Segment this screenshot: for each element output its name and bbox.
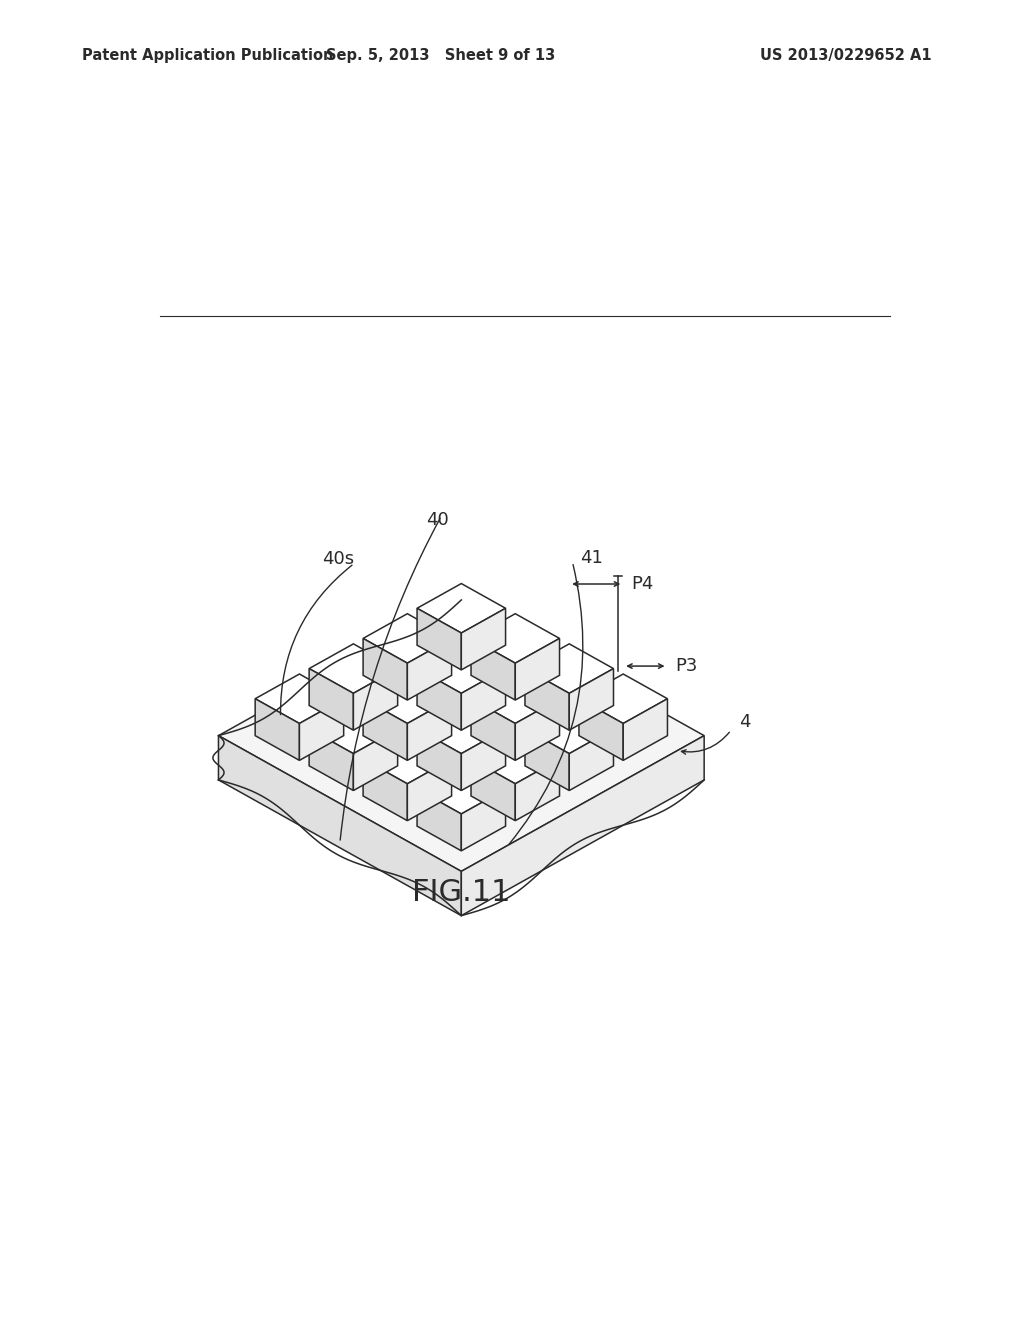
Polygon shape <box>353 669 397 730</box>
Polygon shape <box>417 789 461 851</box>
Polygon shape <box>624 698 668 760</box>
Polygon shape <box>364 759 408 821</box>
Polygon shape <box>461 789 506 851</box>
Text: P4: P4 <box>631 576 653 593</box>
Polygon shape <box>471 639 515 700</box>
Polygon shape <box>364 675 452 723</box>
Text: Sep. 5, 2013   Sheet 9 of 13: Sep. 5, 2013 Sheet 9 of 13 <box>326 48 555 63</box>
Text: Patent Application Publication: Patent Application Publication <box>82 48 334 63</box>
Polygon shape <box>364 639 408 700</box>
Polygon shape <box>417 609 461 671</box>
Polygon shape <box>461 735 705 916</box>
Polygon shape <box>408 698 452 760</box>
Polygon shape <box>471 675 559 723</box>
Polygon shape <box>525 704 613 754</box>
Polygon shape <box>309 669 353 730</box>
Polygon shape <box>364 614 452 663</box>
Polygon shape <box>417 729 461 791</box>
Polygon shape <box>353 729 397 791</box>
Polygon shape <box>218 599 705 871</box>
Polygon shape <box>417 583 506 634</box>
Polygon shape <box>461 729 506 791</box>
Polygon shape <box>408 759 452 821</box>
Polygon shape <box>461 669 506 730</box>
Polygon shape <box>515 759 559 821</box>
Polygon shape <box>471 734 559 784</box>
Text: 41: 41 <box>581 549 603 566</box>
Polygon shape <box>471 614 559 663</box>
Polygon shape <box>471 759 515 821</box>
Polygon shape <box>309 729 353 791</box>
Polygon shape <box>417 764 506 814</box>
Polygon shape <box>525 729 569 791</box>
Polygon shape <box>579 698 624 760</box>
Polygon shape <box>579 675 668 723</box>
Text: US 2013/0229652 A1: US 2013/0229652 A1 <box>760 48 932 63</box>
Polygon shape <box>471 698 515 760</box>
Text: 40s: 40s <box>323 550 354 569</box>
Polygon shape <box>515 698 559 760</box>
Polygon shape <box>569 669 613 730</box>
Polygon shape <box>461 609 506 671</box>
Polygon shape <box>364 698 408 760</box>
Text: FIG.11: FIG.11 <box>412 878 511 907</box>
Polygon shape <box>218 735 461 916</box>
Polygon shape <box>525 669 569 730</box>
Polygon shape <box>309 704 397 754</box>
Polygon shape <box>515 639 559 700</box>
Polygon shape <box>417 644 506 693</box>
Polygon shape <box>417 704 506 754</box>
Polygon shape <box>417 669 461 730</box>
Text: P3: P3 <box>676 657 697 675</box>
Polygon shape <box>525 644 613 693</box>
Polygon shape <box>255 675 344 723</box>
Polygon shape <box>255 698 299 760</box>
Polygon shape <box>364 734 452 784</box>
Text: 40: 40 <box>426 511 449 529</box>
Text: 4: 4 <box>739 713 751 731</box>
Polygon shape <box>299 698 344 760</box>
Polygon shape <box>569 729 613 791</box>
Polygon shape <box>408 639 452 700</box>
Polygon shape <box>309 644 397 693</box>
